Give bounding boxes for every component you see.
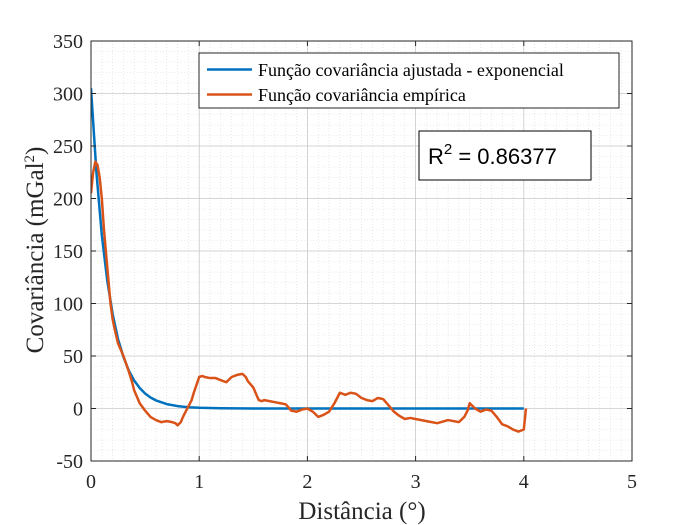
y-tick-label: 250 bbox=[53, 136, 83, 158]
x-tick-label: 0 bbox=[86, 471, 96, 493]
y-tick-label: 0 bbox=[73, 399, 83, 421]
series-line-empirical bbox=[91, 160, 528, 433]
r-squared-annotation: R2 = 0.86377 bbox=[418, 130, 592, 181]
y-axis-title: Covariância (mGal2) bbox=[22, 147, 49, 354]
annotation-box bbox=[418, 130, 592, 181]
legend-label-empirical: Função covariância empírica bbox=[258, 85, 466, 105]
series-group bbox=[91, 88, 528, 433]
y-tick-label: -50 bbox=[56, 451, 83, 473]
y-tick-label: 200 bbox=[53, 189, 83, 211]
annotation-base: R bbox=[428, 144, 444, 169]
y-axis-title-close: ) bbox=[22, 147, 49, 155]
axes bbox=[90, 40, 633, 462]
x-tick-label: 2 bbox=[302, 471, 312, 493]
legend-box bbox=[198, 52, 620, 109]
y-tick-label: 50 bbox=[63, 346, 83, 368]
x-tick-label: 1 bbox=[194, 471, 204, 493]
annotation-value: = 0.86377 bbox=[452, 144, 557, 169]
annotation-text: R2 = 0.86377 bbox=[428, 141, 557, 169]
x-axis-title: Distância (°) bbox=[298, 498, 425, 525]
y-tick-label: 300 bbox=[53, 84, 83, 106]
annotation-superscript: 2 bbox=[444, 141, 452, 158]
x-tick-label: 4 bbox=[519, 471, 529, 493]
y-tick-label: 100 bbox=[53, 294, 83, 316]
x-tick-label: 5 bbox=[627, 471, 637, 493]
legend-label-fitted: Função covariância ajustada - exponencia… bbox=[258, 60, 564, 80]
y-axis-title-superscript: 2 bbox=[22, 155, 38, 163]
x-tick-label: 3 bbox=[411, 471, 421, 493]
y-tick-label: 350 bbox=[53, 31, 83, 53]
y-tick-label: 150 bbox=[53, 241, 83, 263]
y-axis-title-main: Covariância (mGal bbox=[22, 162, 49, 353]
legend: Função covariância ajustada - exponencia… bbox=[198, 52, 620, 109]
